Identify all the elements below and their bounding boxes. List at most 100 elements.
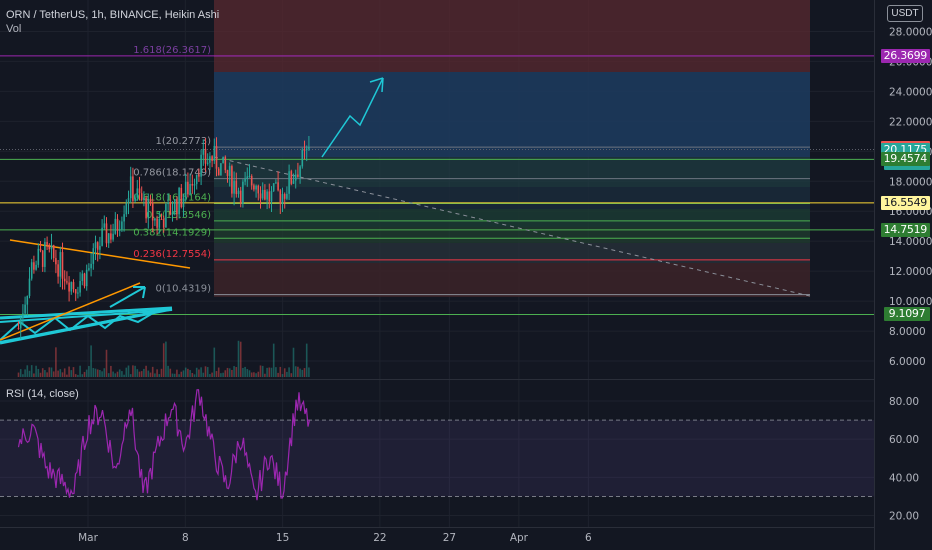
volume-bar bbox=[297, 366, 299, 377]
volume-bar bbox=[151, 366, 154, 377]
candle-body bbox=[288, 171, 290, 194]
volume-bar bbox=[264, 373, 266, 377]
volume-bar bbox=[193, 374, 196, 377]
volume-bar bbox=[66, 374, 68, 377]
candle-body bbox=[79, 280, 81, 293]
volume-bar bbox=[138, 371, 141, 377]
volume-bar bbox=[160, 368, 163, 377]
fib-zone-236 bbox=[214, 243, 810, 263]
candle-body bbox=[26, 296, 29, 305]
volume-bar bbox=[180, 371, 183, 377]
volume-bar bbox=[228, 368, 231, 377]
volume-bar bbox=[303, 368, 306, 377]
volume-bar bbox=[99, 369, 101, 377]
candle-body bbox=[116, 218, 119, 231]
candle-body bbox=[182, 197, 185, 208]
triangle-upper-edge bbox=[0, 306, 173, 320]
candle-body bbox=[57, 264, 59, 277]
price-candles bbox=[17, 135, 310, 339]
candle-body bbox=[259, 193, 262, 199]
candle-body bbox=[239, 190, 242, 204]
candle-body bbox=[41, 250, 44, 267]
volume-bar bbox=[44, 370, 46, 377]
candle-body bbox=[222, 156, 224, 164]
volume-bar bbox=[246, 369, 249, 377]
rsi-tick-label: 80.00 bbox=[889, 396, 919, 408]
volume-bar bbox=[35, 365, 37, 377]
fib-zone-top bbox=[214, 0, 810, 72]
volume-bar bbox=[55, 347, 57, 377]
volume-bar bbox=[110, 365, 112, 377]
candle-body bbox=[272, 183, 275, 191]
candle-body bbox=[55, 258, 57, 265]
volume-bar bbox=[105, 349, 108, 377]
candle-body bbox=[112, 233, 114, 240]
price-tick-label: 8.0000 bbox=[889, 326, 926, 338]
candle-body bbox=[35, 264, 37, 270]
candle-body bbox=[30, 262, 33, 279]
candle-body bbox=[68, 282, 70, 292]
candle-body bbox=[233, 180, 235, 194]
candle-body bbox=[202, 148, 205, 155]
volume-bar bbox=[26, 365, 29, 377]
volume-bar bbox=[156, 369, 158, 377]
fib-zone-618 bbox=[214, 187, 810, 209]
candle-body bbox=[167, 202, 169, 205]
volume-bar bbox=[189, 370, 191, 377]
price-tick-label: 28.0000 bbox=[889, 26, 932, 38]
volume-bar bbox=[125, 367, 128, 377]
fib-level-label: 0.618(16.5164) bbox=[133, 192, 211, 203]
price-tick-label: 22.0000 bbox=[889, 116, 932, 128]
candle-body bbox=[127, 198, 130, 204]
candle-body bbox=[290, 171, 293, 184]
volume-bar bbox=[127, 365, 130, 377]
volume-bar bbox=[211, 372, 213, 377]
volume-bar bbox=[96, 369, 99, 377]
volume-bar bbox=[239, 341, 242, 377]
volume-bar bbox=[103, 368, 106, 377]
candle-body bbox=[217, 168, 220, 176]
candle-body bbox=[283, 194, 286, 199]
volume-bar bbox=[147, 370, 150, 377]
candle-body bbox=[198, 174, 200, 177]
volume-bar bbox=[259, 365, 262, 377]
price-tag: 19.4574 bbox=[880, 152, 930, 167]
candle-body bbox=[237, 190, 240, 195]
volume-bar bbox=[215, 371, 218, 377]
fib-level-label: 0.786(18.1749) bbox=[133, 168, 211, 179]
volume-bar bbox=[77, 374, 79, 377]
candle-body bbox=[121, 221, 123, 230]
volume-bar bbox=[305, 343, 308, 377]
candle-body bbox=[72, 282, 75, 290]
candle-body bbox=[209, 156, 211, 163]
volume-bar bbox=[88, 366, 90, 377]
candle-body bbox=[110, 233, 112, 240]
volume-bar bbox=[200, 367, 202, 377]
candle-body bbox=[279, 190, 282, 204]
candle-body bbox=[180, 187, 183, 208]
candle-body bbox=[37, 248, 40, 265]
candle-body bbox=[189, 183, 191, 195]
volume-bar bbox=[145, 365, 147, 377]
volume-bar bbox=[308, 367, 310, 377]
volume-bar bbox=[198, 369, 200, 377]
volume-bar bbox=[17, 372, 20, 377]
candle-body bbox=[99, 245, 101, 250]
currency-unit-button[interactable]: USDT bbox=[887, 5, 923, 22]
candle-body bbox=[206, 162, 209, 164]
candle-body bbox=[171, 212, 174, 215]
candle-body bbox=[138, 188, 141, 194]
volume-bar bbox=[255, 373, 257, 377]
candle-body bbox=[250, 176, 253, 186]
volume-bar bbox=[169, 368, 172, 377]
volume-bar bbox=[68, 366, 70, 377]
volume-bar bbox=[83, 371, 86, 377]
price-tick-label: 10.0000 bbox=[889, 296, 932, 308]
candle-body bbox=[101, 227, 103, 246]
volume-bar bbox=[132, 365, 134, 377]
candle-body bbox=[143, 197, 145, 200]
candle-body bbox=[88, 268, 90, 270]
volume-bar bbox=[235, 367, 238, 377]
candle-body bbox=[264, 189, 266, 200]
